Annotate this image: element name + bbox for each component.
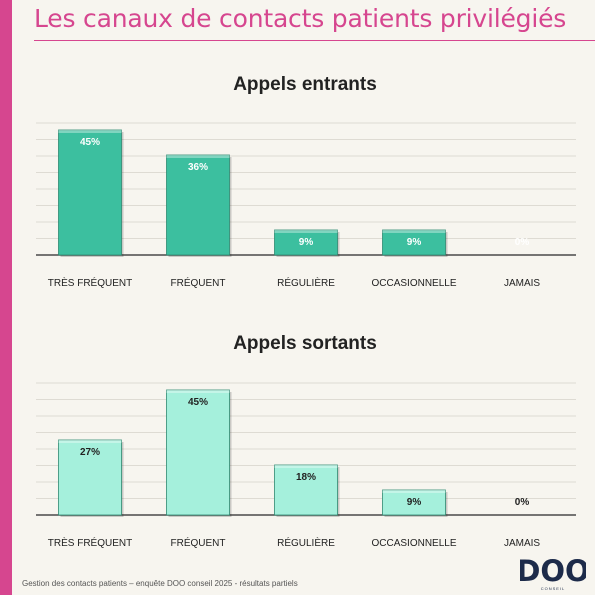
chart-title-incoming: Appels entrants <box>233 74 377 95</box>
bar-highlight <box>166 390 230 393</box>
category-label: TRÈS FRÉQUENT <box>48 536 132 549</box>
data-label: 27% <box>80 447 100 458</box>
category-label: FRÉQUENT <box>171 536 226 549</box>
data-label: 0% <box>515 237 530 248</box>
bar-highlight <box>166 155 230 158</box>
data-label: 45% <box>188 397 208 408</box>
doo-conseil-logo: DOO CONSEIL <box>520 554 586 591</box>
bar-highlight <box>58 440 122 443</box>
incoming-calls-chart: 45% TRÈS FRÉQUENT 36% FRÉQUENT 9% RÉGULIÈRE 9%… <box>36 122 576 289</box>
data-label: 18% <box>296 472 316 483</box>
bar-r-guli-re <box>274 229 338 256</box>
bar-highlight <box>274 230 338 233</box>
bar-highlight <box>382 230 446 233</box>
category-label: JAMAIS <box>504 538 540 549</box>
category-label: OCCASIONNELLE <box>371 538 456 549</box>
title-divider <box>34 40 595 41</box>
bar-highlight <box>382 490 446 493</box>
data-label: 0% <box>515 497 530 508</box>
category-label: OCCASIONNELLE <box>371 278 456 289</box>
outgoing-calls-chart: 27% TRÈS FRÉQUENT 45% FRÉQUENT 18% RÉGULIÈRE 9… <box>36 382 576 549</box>
category-label: TRÈS FRÉQUENT <box>48 276 132 289</box>
bar-r-guli-re <box>274 464 338 516</box>
data-label: 36% <box>188 162 208 173</box>
data-label: 9% <box>407 237 422 248</box>
logo-text: DOO <box>520 554 586 588</box>
bar-occasionnelle <box>382 489 446 516</box>
category-label: FRÉQUENT <box>171 276 226 289</box>
page-title: Les canaux de contacts patients privilég… <box>34 4 567 33</box>
bar-fr-quent <box>166 389 230 516</box>
data-label: 9% <box>299 237 314 248</box>
left-accent-bar <box>0 0 12 595</box>
bar-tr-s-fr-quent <box>58 439 122 516</box>
bar-occasionnelle <box>382 229 446 256</box>
bar-tr-s-fr-quent <box>58 129 122 256</box>
category-label: JAMAIS <box>504 278 540 289</box>
bar-highlight <box>58 130 122 133</box>
chart-title-outgoing: Appels sortants <box>233 333 377 354</box>
category-label: RÉGULIÈRE <box>277 276 335 289</box>
data-label: 9% <box>407 497 422 508</box>
category-label: RÉGULIÈRE <box>277 536 335 549</box>
bar-highlight <box>274 465 338 468</box>
bar-fr-quent <box>166 154 230 256</box>
footer-source-note: Gestion des contacts patients – enquête … <box>22 579 298 588</box>
data-label: 45% <box>80 137 100 148</box>
logo-subtext: CONSEIL <box>541 586 566 591</box>
